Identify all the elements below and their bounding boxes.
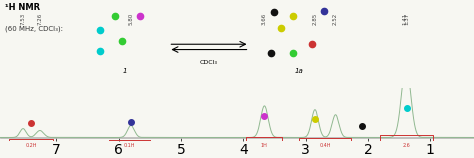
Text: 0.2H: 0.2H — [26, 143, 37, 149]
Text: 1: 1 — [122, 68, 127, 74]
Text: 2.6: 2.6 — [403, 143, 411, 149]
Text: 3.66: 3.66 — [262, 12, 267, 25]
Text: 0.4H: 0.4H — [319, 143, 331, 149]
Text: 7.26: 7.26 — [37, 12, 42, 25]
Text: 5.80: 5.80 — [128, 12, 134, 25]
Text: 2.52: 2.52 — [333, 12, 338, 25]
Text: 1H: 1H — [261, 143, 267, 149]
Text: CDCl₃: CDCl₃ — [200, 60, 218, 65]
Text: ¹H NMR: ¹H NMR — [5, 3, 40, 12]
Text: 2.85: 2.85 — [312, 12, 318, 25]
Text: (60 MHz, CDCl₃):: (60 MHz, CDCl₃): — [5, 25, 63, 32]
Text: 1.37: 1.37 — [405, 12, 410, 25]
Text: 0.1H: 0.1H — [124, 143, 135, 149]
Text: 7.53: 7.53 — [20, 12, 26, 25]
Text: 1a: 1a — [295, 68, 304, 74]
Text: 1.41: 1.41 — [402, 12, 407, 25]
